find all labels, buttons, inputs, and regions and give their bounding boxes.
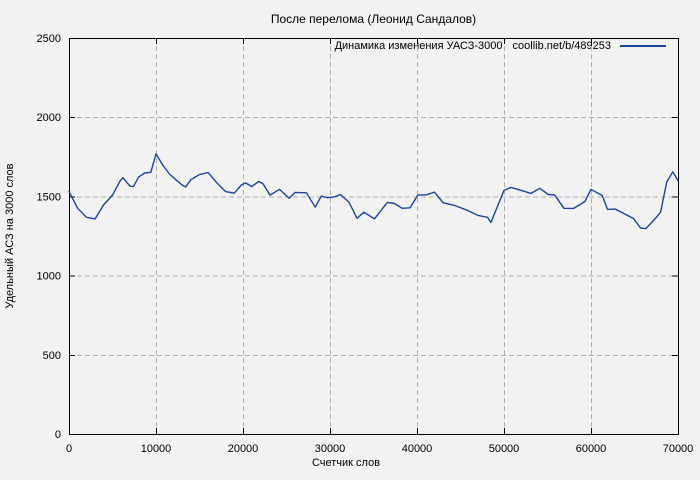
chart-title: После перелома (Леонид Сандалов) (270, 12, 477, 26)
legend-line-sample-icon (620, 44, 666, 47)
data-line (68, 153, 679, 230)
x-tick-label: 70000 (663, 443, 694, 455)
y-tick-label: 1000 (37, 271, 61, 283)
x-axis-title: Счетчик слов (311, 457, 381, 469)
x-tick-label: 40000 (402, 443, 433, 455)
legend: Динамика изменения УАСЗ-3000 coollib.net… (335, 39, 666, 52)
y-tick-label: 500 (43, 350, 61, 362)
x-tick-label: 0 (66, 443, 72, 455)
y-tick-label: 1500 (37, 191, 61, 203)
x-tick-label: 20000 (228, 443, 259, 455)
x-tick-label: 10000 (141, 443, 172, 455)
legend-series-name: Динамика изменения УАСЗ-3000 (334, 39, 503, 52)
legend-series-link: coollib.net/b/489253 (512, 39, 611, 52)
y-tick-label: 0 (55, 429, 61, 441)
y-tick-label: 2500 (37, 33, 61, 45)
y-tick-label: 2000 (37, 112, 61, 124)
x-tick-label: 50000 (489, 443, 520, 455)
x-tick-label: 60000 (576, 443, 607, 455)
x-tick-label: 30000 (315, 443, 346, 455)
plot-border (69, 38, 679, 435)
